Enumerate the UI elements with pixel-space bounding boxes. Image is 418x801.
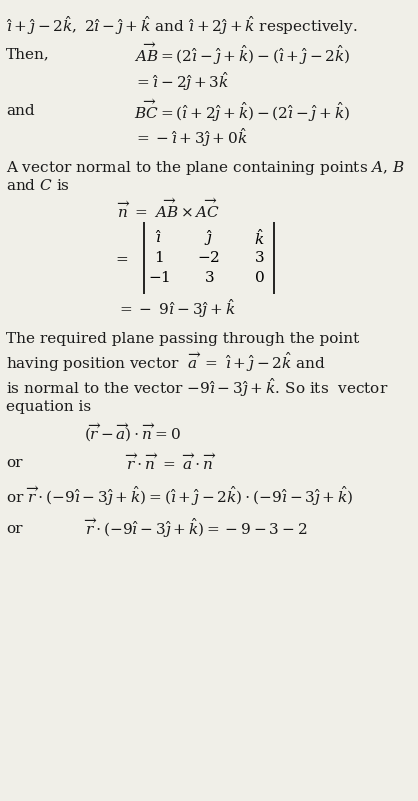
Text: $\overrightarrow{AB} = (2\hat{\imath}-\hat{\jmath}+\hat{k})-(\hat{\imath}+\hat{\: $\overrightarrow{AB} = (2\hat{\imath}-\h… (134, 42, 350, 67)
Text: $-2$: $-2$ (197, 251, 221, 265)
Text: $\overrightarrow{n}\ =\ \overrightarrow{AB}\times\overrightarrow{AC}$: $\overrightarrow{n}\ =\ \overrightarrow{… (117, 199, 220, 221)
Text: $\hat{\jmath}$: $\hat{\jmath}$ (204, 228, 214, 248)
Text: A vector normal to the plane containing points $A$, $B$: A vector normal to the plane containing … (6, 159, 405, 177)
Text: having position vector  $\overrightarrow{a}\ =\ \hat{\imath}+\hat{\jmath}-2\hat{: having position vector $\overrightarrow{… (6, 352, 326, 374)
Text: The required plane passing through the point: The required plane passing through the p… (6, 332, 359, 346)
Text: or: or (6, 456, 23, 470)
Text: $\overrightarrow{r}\cdot(-9\hat{\imath}-3\hat{\jmath}+\hat{k}) = -9-3-2$: $\overrightarrow{r}\cdot(-9\hat{\imath}-… (84, 517, 307, 540)
Text: is normal to the vector $-9\hat{\imath}-3\hat{\jmath}+\hat{k}$. So its  vector: is normal to the vector $-9\hat{\imath}-… (6, 376, 389, 399)
Text: or: or (6, 521, 23, 536)
Text: $= -\hat{\imath}+3\hat{\jmath}+0\hat{k}$: $= -\hat{\imath}+3\hat{\jmath}+0\hat{k}$ (134, 127, 247, 149)
Text: $\overrightarrow{BC} = (\hat{\imath}+2\hat{\jmath}+\hat{k})-(2\hat{\imath}-\hat{: $\overrightarrow{BC} = (\hat{\imath}+2\h… (134, 98, 350, 123)
Text: $3$: $3$ (254, 251, 265, 265)
Text: $0$: $0$ (254, 271, 265, 285)
Text: or $\overrightarrow{r}\cdot(-9\hat{\imath}-3\hat{\jmath}+\hat{k}) = (\hat{\imath: or $\overrightarrow{r}\cdot(-9\hat{\imat… (6, 485, 354, 508)
Text: $1$: $1$ (154, 251, 163, 265)
Text: $= -\ 9\hat{\imath}-3\hat{\jmath}+\hat{k}$: $= -\ 9\hat{\imath}-3\hat{\jmath}+\hat{k… (117, 297, 235, 320)
Text: $\overrightarrow{r}\cdot\overrightarrow{n}\ =\ \overrightarrow{a}\cdot\overright: $\overrightarrow{r}\cdot\overrightarrow{… (125, 453, 217, 473)
Text: equation is: equation is (6, 400, 92, 414)
Text: and $C$ is: and $C$ is (6, 179, 70, 193)
Text: Then,: Then, (6, 47, 50, 62)
Text: and: and (6, 103, 35, 118)
Text: $-1$: $-1$ (148, 271, 170, 285)
Text: $= \hat{\imath}-2\hat{\jmath}+3\hat{k}$: $= \hat{\imath}-2\hat{\jmath}+3\hat{k}$ (134, 70, 229, 93)
Text: $\hat{k}$: $\hat{k}$ (254, 228, 264, 248)
Text: $3$: $3$ (204, 271, 214, 285)
Text: $(\overrightarrow{r}-\overrightarrow{a})\cdot\overrightarrow{n} = 0$: $(\overrightarrow{r}-\overrightarrow{a})… (84, 421, 181, 444)
Text: $=$: $=$ (113, 251, 129, 265)
Text: $\hat{\imath}+\hat{\jmath}-2\hat{k},\ 2\hat{\imath}-\hat{\jmath}+\hat{k}$ and $\: $\hat{\imath}+\hat{\jmath}-2\hat{k},\ 2\… (6, 14, 358, 37)
Text: $\hat{\imath}$: $\hat{\imath}$ (155, 229, 162, 247)
